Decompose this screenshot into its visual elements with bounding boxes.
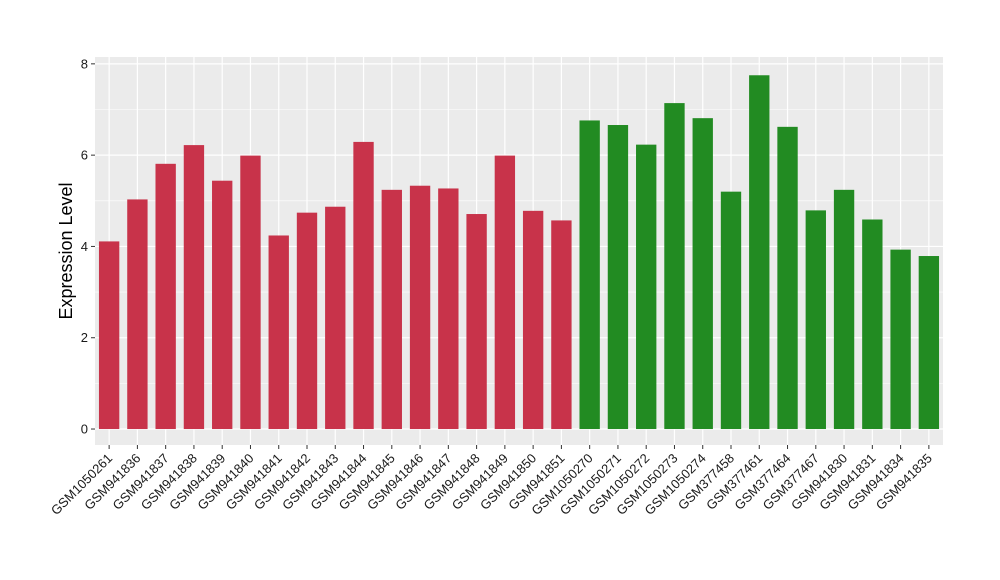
- x-axis: GSM1050261GSM941836GSM941837GSM941838GSM…: [48, 445, 935, 518]
- bar-gsm941840: [240, 155, 261, 430]
- bar-gsm941842: [296, 212, 318, 430]
- y-tick-label: 2: [81, 330, 88, 345]
- bar-gsm1050273: [664, 103, 685, 430]
- bar-gsm941850: [522, 210, 544, 430]
- bar-gsm941849: [494, 155, 516, 430]
- y-tick-label: 8: [81, 56, 88, 71]
- y-tick-label: 6: [81, 148, 88, 163]
- bar-gsm941848: [466, 214, 487, 430]
- panel-background: [95, 57, 943, 445]
- bar-gsm941846: [409, 185, 431, 430]
- bar-gsm941835: [918, 256, 940, 430]
- bar-gsm941851: [551, 220, 572, 430]
- bar-gsm1050261: [98, 241, 120, 430]
- y-tick-label: 4: [81, 239, 88, 254]
- y-axis: 0 2 4 6 8: [81, 56, 95, 437]
- bar-gsm1050272: [636, 144, 657, 430]
- bar-gsm941838: [183, 145, 205, 430]
- bar-gsm1050270: [579, 120, 600, 430]
- bar-gsm941843: [325, 206, 346, 430]
- bar-gsm941839: [212, 180, 233, 430]
- bar-gsm941845: [381, 189, 402, 430]
- bar-gsm377464: [777, 126, 798, 430]
- bar-gsm941841: [268, 235, 289, 430]
- plot-panel: [95, 57, 943, 445]
- bar-gsm377467: [805, 210, 826, 430]
- y-tick-label: 0: [81, 422, 88, 437]
- bar-gsm941847: [438, 188, 459, 430]
- bar-gsm941834: [890, 249, 911, 430]
- bar-gsm941831: [862, 219, 883, 430]
- bar-gsm941844: [353, 141, 374, 430]
- bar-gsm941836: [127, 199, 148, 430]
- bar-gsm1050274: [692, 118, 713, 430]
- y-axis-title: Expression Level: [56, 182, 76, 319]
- bar-gsm377458: [720, 191, 742, 430]
- bar-gsm941837: [155, 163, 176, 430]
- bar-gsm1050271: [607, 125, 629, 430]
- bar-gsm377461: [749, 75, 770, 430]
- bars: [98, 75, 940, 430]
- bar-gsm941830: [833, 189, 855, 430]
